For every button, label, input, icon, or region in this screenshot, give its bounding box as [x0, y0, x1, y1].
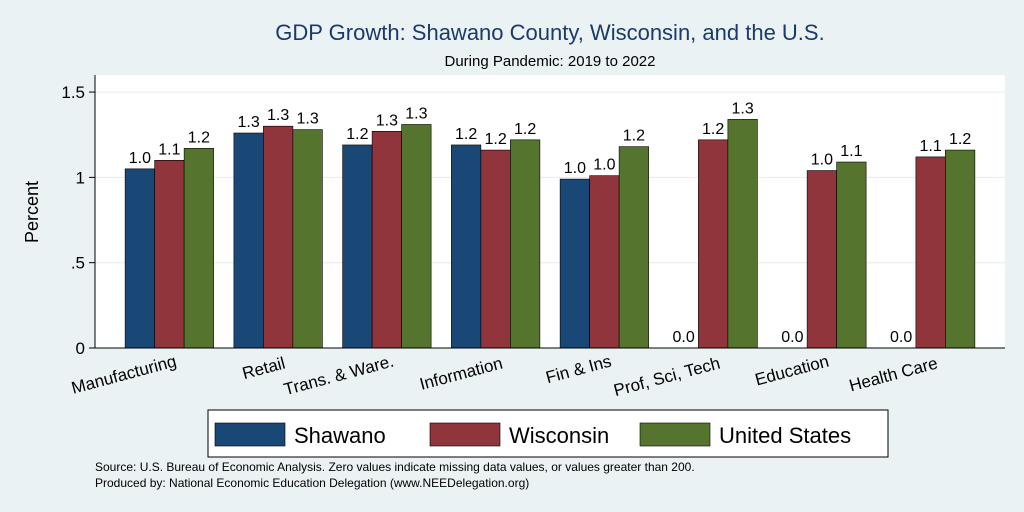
bar-value-label: 0.0 — [890, 329, 912, 346]
bar-wisconsin — [154, 160, 185, 349]
legend: Shawano Wisconsin United States — [214, 422, 851, 448]
category-label: Fin & Ins — [544, 352, 614, 388]
bar-wisconsin — [589, 175, 620, 349]
bar-value-label: 1.2 — [623, 128, 645, 145]
legend-swatch — [639, 422, 711, 447]
category-label: Information — [418, 354, 505, 394]
bar-value-label: 1.0 — [564, 160, 586, 177]
source-note: Source: U.S. Bureau of Economic Analysis… — [95, 460, 695, 474]
bar-united-states — [727, 119, 758, 349]
bar-value-label: 1.2 — [455, 126, 477, 143]
legend-label: Wisconsin — [509, 423, 609, 448]
bar-value-label: 1.2 — [514, 121, 536, 138]
y-axis-label: Percent — [22, 181, 42, 243]
bar-value-label: 1.0 — [129, 150, 151, 167]
plot-area — [95, 75, 1005, 348]
y-tick-label: .5 — [71, 254, 85, 273]
bar-value-label: 1.3 — [297, 111, 319, 128]
bar-united-states — [292, 129, 323, 349]
bar-value-label: 1.3 — [238, 114, 260, 131]
bar-value-label: 1.2 — [188, 129, 210, 146]
data-labels-group: 1.0 1.1 1.2 1.3 1.3 1.3 1.2 1.3 1.3 1.2 1.2 1.2 1.0 1… — [129, 100, 972, 346]
bar-wisconsin — [915, 156, 946, 349]
bar-value-label: 1.2 — [346, 126, 368, 143]
category-label: Prof, Sci, Tech — [612, 354, 722, 401]
bar-value-label: 1.2 — [949, 131, 971, 148]
bar-value-label: 0.0 — [781, 329, 803, 346]
y-tick-label: 0 — [76, 339, 85, 358]
category-label: Health Care — [847, 354, 940, 396]
bar-shawano — [233, 132, 264, 349]
legend-label: Shawano — [294, 423, 386, 448]
y-ticks-group: 0 .5 1 1.5 — [61, 83, 95, 358]
category-label: Trans. & Ware. — [282, 352, 396, 400]
bar-wisconsin — [371, 131, 402, 349]
chart-title: GDP Growth: Shawano County, Wisconsin, a… — [275, 20, 824, 45]
bar-shawano — [342, 144, 373, 349]
bar-value-label: 1.2 — [485, 131, 507, 148]
bar-value-label: 1.3 — [732, 100, 754, 117]
bar-shawano — [559, 178, 590, 349]
bar-united-states — [618, 146, 649, 349]
category-label: Retail — [240, 354, 287, 384]
chart-subtitle: During Pandemic: 2019 to 2022 — [445, 53, 656, 70]
bar-value-label: 1.0 — [593, 157, 615, 174]
bar-value-label: 1.3 — [405, 105, 427, 122]
category-label: Education — [753, 352, 831, 390]
bar-united-states — [945, 149, 976, 349]
bar-value-label: 1.3 — [267, 107, 289, 124]
bar-value-label: 1.1 — [840, 143, 862, 160]
category-label: Manufacturing — [69, 352, 178, 398]
bar-value-label: 0.0 — [673, 329, 695, 346]
bar-value-label: 1.2 — [702, 121, 724, 138]
bar-united-states — [510, 139, 541, 349]
bar-united-states — [401, 124, 432, 349]
bars-group — [124, 119, 976, 349]
bar-shawano — [451, 144, 482, 349]
y-tick-label: 1.5 — [61, 83, 85, 102]
legend-box — [207, 409, 889, 458]
bar-wisconsin — [263, 125, 294, 349]
legend-swatch — [214, 422, 286, 447]
bar-value-label: 1.1 — [920, 138, 942, 155]
bar-wisconsin — [698, 139, 729, 349]
bar-value-label: 1.1 — [158, 141, 180, 158]
bar-united-states — [836, 161, 867, 349]
bar-value-label: 1.3 — [376, 112, 398, 129]
produced-by-note: Produced by: National Economic Education… — [95, 476, 529, 490]
legend-label: United States — [719, 423, 851, 448]
bar-wisconsin — [806, 170, 837, 349]
bar-shawano — [124, 168, 155, 349]
bar-value-label: 1.0 — [811, 152, 833, 169]
bar-wisconsin — [480, 149, 511, 349]
legend-swatch — [429, 422, 501, 447]
bar-united-states — [183, 148, 214, 349]
y-tick-label: 1 — [76, 168, 85, 187]
